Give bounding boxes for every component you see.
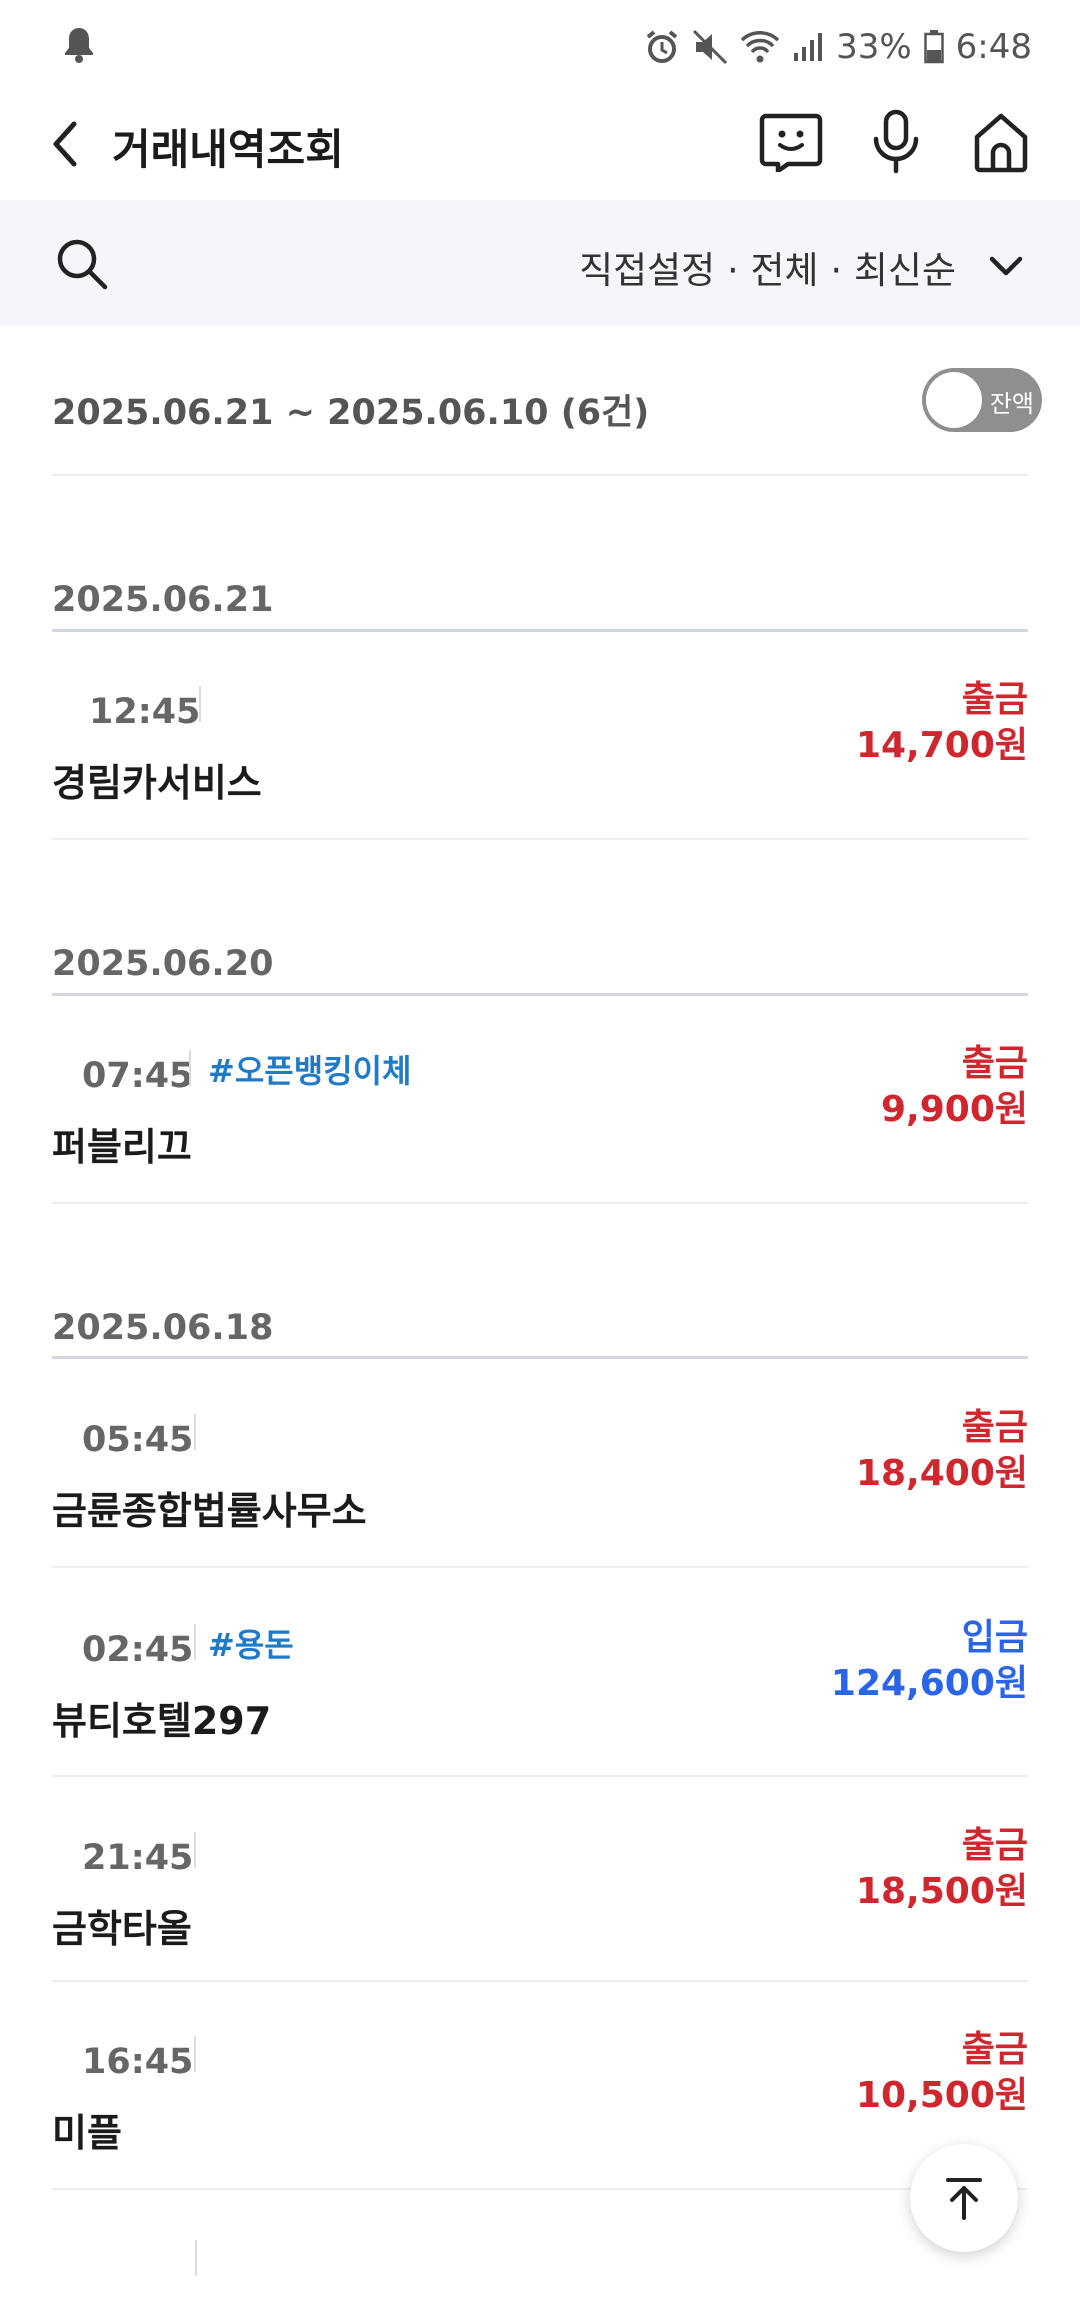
date-header: 2025.06.21 bbox=[52, 580, 274, 620]
chevron-left-icon bbox=[53, 121, 77, 167]
transaction-amount: 124,600원 bbox=[830, 1663, 1028, 1704]
date-divider bbox=[52, 1356, 1028, 1359]
home-icon bbox=[974, 113, 1028, 173]
transaction-tag: #오픈뱅킹이체 bbox=[208, 1052, 412, 1090]
transaction-time: 07:45 bbox=[82, 1056, 194, 1096]
transaction-type: 출금 bbox=[961, 1825, 1028, 1866]
time-separator bbox=[194, 1624, 196, 1660]
merchant-name: 금륜종합법률사무소 bbox=[52, 1489, 367, 1533]
signal-icon bbox=[792, 31, 824, 63]
transaction-type: 출금 bbox=[961, 1407, 1028, 1448]
battery-icon bbox=[923, 30, 944, 64]
chevron-down-icon bbox=[989, 256, 1023, 276]
merchant-name: 퍼블리끄 bbox=[52, 1125, 192, 1169]
clock-time: 6:48 bbox=[955, 27, 1032, 67]
transaction-type: 출금 bbox=[961, 2029, 1028, 2070]
transaction-type: 출금 bbox=[961, 679, 1028, 720]
divider bbox=[52, 1566, 1028, 1568]
scroll-to-top-button[interactable] bbox=[910, 2144, 1018, 2252]
page-title: 거래내역조회 bbox=[112, 125, 344, 174]
time-separator bbox=[194, 1832, 196, 1868]
transaction-amount: 10,500원 bbox=[855, 2075, 1028, 2116]
voice-search-button[interactable] bbox=[860, 106, 932, 178]
filter-summary[interactable]: 직접설정 · 전체 · 최신순 bbox=[579, 249, 956, 292]
transaction-type: 출금 bbox=[961, 1043, 1028, 1084]
divider bbox=[52, 1202, 1028, 1204]
merchant-name: 뷰티호텔297 bbox=[52, 1699, 272, 1743]
date-divider bbox=[52, 629, 1028, 632]
divider bbox=[52, 1980, 1028, 1982]
search-icon bbox=[57, 239, 108, 290]
merchant-name: 금학타올 bbox=[52, 1907, 192, 1951]
back-button[interactable] bbox=[42, 110, 90, 178]
transaction-amount: 14,700원 bbox=[855, 725, 1028, 766]
divider bbox=[52, 474, 1028, 476]
chatbot-face-icon bbox=[759, 113, 823, 172]
notification-bell-icon bbox=[62, 26, 96, 68]
balance-toggle-label: 잔액 bbox=[989, 390, 1034, 418]
microphone-icon bbox=[873, 109, 919, 174]
divider bbox=[52, 838, 1028, 840]
status-bar: 33% 6:48 bbox=[0, 0, 1080, 88]
alarm-icon bbox=[644, 29, 680, 65]
arrow-up-to-top-icon bbox=[946, 2178, 982, 2220]
balance-toggle[interactable]: 잔액 bbox=[922, 368, 1042, 432]
time-separator bbox=[189, 1050, 191, 1086]
filter-dropdown[interactable] bbox=[984, 244, 1028, 288]
transaction-time: 12:45 bbox=[89, 692, 201, 732]
divider bbox=[52, 2188, 1028, 2190]
time-separator bbox=[199, 686, 201, 722]
battery-percent: 33% bbox=[836, 27, 912, 67]
time-separator bbox=[194, 1414, 196, 1450]
transaction-type: 입금 bbox=[961, 1617, 1028, 1658]
mute-icon bbox=[692, 29, 728, 65]
transaction-amount: 18,400원 bbox=[855, 1453, 1028, 1494]
transaction-time: 05:45 bbox=[82, 1420, 194, 1460]
toggle-knob bbox=[926, 372, 982, 428]
transaction-time: 02:45 bbox=[82, 1630, 194, 1670]
transaction-time: 16:45 bbox=[82, 2042, 194, 2082]
time-separator bbox=[195, 2240, 197, 2276]
status-right: 33% 6:48 bbox=[644, 24, 1032, 70]
home-button[interactable] bbox=[965, 106, 1037, 178]
chatbot-button[interactable] bbox=[755, 106, 827, 178]
divider bbox=[52, 1775, 1028, 1777]
transaction-tag: #용돈 bbox=[208, 1626, 294, 1664]
date-header: 2025.06.18 bbox=[52, 1308, 274, 1348]
transaction-amount: 9,900원 bbox=[881, 1089, 1028, 1130]
merchant-name: 미플 bbox=[52, 2111, 122, 2155]
wifi-icon bbox=[740, 30, 780, 64]
date-divider bbox=[52, 993, 1028, 996]
transaction-time: 21:45 bbox=[82, 1838, 194, 1878]
merchant-name: 경림카서비스 bbox=[52, 761, 262, 805]
period-range: 2025.06.21 ~ 2025.06.10 (6건) bbox=[52, 393, 650, 433]
filter-bar: 직접설정 · 전체 · 최신순 bbox=[0, 200, 1080, 326]
time-separator bbox=[194, 2036, 196, 2072]
date-header: 2025.06.20 bbox=[52, 944, 274, 984]
transaction-amount: 18,500원 bbox=[855, 1871, 1028, 1912]
app-header: 거래내역조회 bbox=[0, 88, 1080, 200]
search-button[interactable] bbox=[54, 236, 110, 292]
